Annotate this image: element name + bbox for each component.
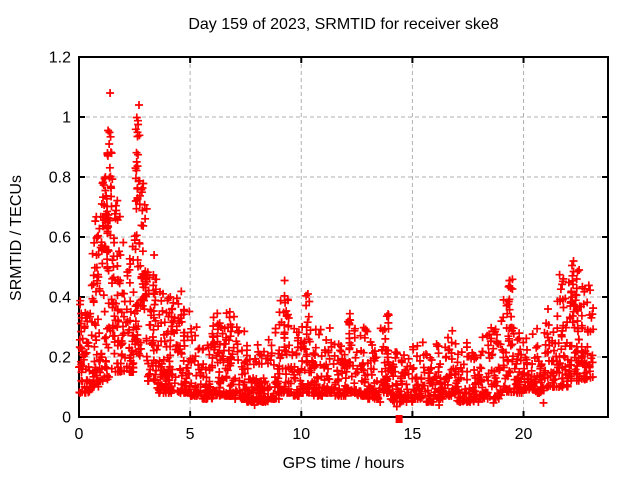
x-axis-label: GPS time / hours xyxy=(282,455,405,472)
x-tick-label: 20 xyxy=(515,426,533,443)
y-tick-label: 1.2 xyxy=(49,50,71,67)
scatter-points xyxy=(75,89,598,411)
chart-title: Day 159 of 2023, SRMTID for receiver ske… xyxy=(188,16,499,33)
y-tick-label: 0.2 xyxy=(49,350,71,367)
y-tick-label: 0.6 xyxy=(49,230,71,247)
y-tick-label: 0.8 xyxy=(49,170,71,187)
x-tick-label: 0 xyxy=(75,426,84,443)
low-value-cluster-marker xyxy=(395,415,403,423)
plot-border xyxy=(78,56,609,418)
y-tick-label: 0 xyxy=(62,410,71,427)
tick-labels: 0 5 10 15 20 0 0.2 0.4 0.6 0.8 1 1.2 xyxy=(49,50,533,444)
x-tick-label: 5 xyxy=(186,426,195,443)
gridlines xyxy=(79,57,608,417)
y-tick-label: 0.4 xyxy=(49,290,71,307)
x-tick-label: 10 xyxy=(292,426,310,443)
y-tick-label: 1 xyxy=(62,110,71,127)
x-tick-label: 15 xyxy=(404,426,422,443)
